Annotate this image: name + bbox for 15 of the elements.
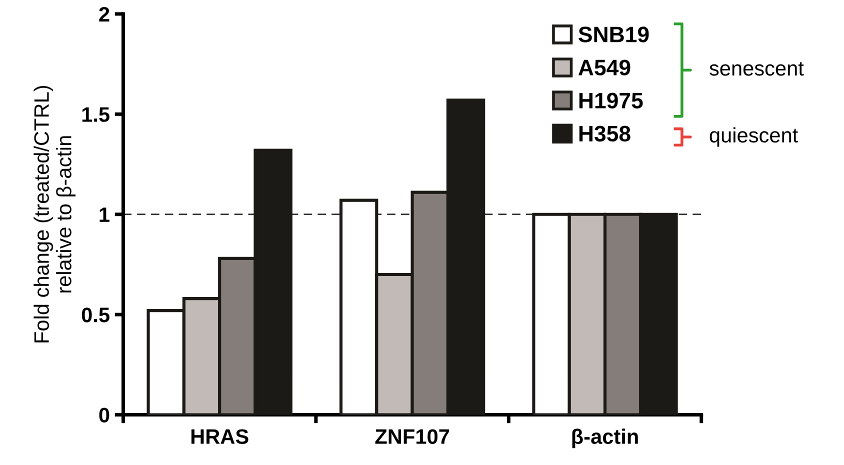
x-tick-label: β-actin [572, 428, 638, 448]
y-tick-label: 2 [99, 6, 110, 22]
y-tick-label: 0 [99, 408, 110, 423]
legend-label: H1975 [579, 92, 643, 108]
y-tick-label: 1.5 [82, 107, 110, 122]
legend-label: A549 [578, 60, 630, 76]
y-tick-label: 0.5 [82, 308, 110, 322]
y-tick-label: 1 [100, 208, 110, 222]
text: senescent [710, 62, 804, 76]
x-tick-label: ZNF107 [375, 429, 450, 444]
x-tick-label: HRAS [191, 429, 248, 444]
legend-label: SNB19 [578, 26, 649, 42]
legend-label: H358 [579, 126, 630, 142]
y-axis-title: Fold change (treated/CTRL) relative to β-actin [34, 86, 76, 342]
text: quiescent [710, 127, 798, 147]
